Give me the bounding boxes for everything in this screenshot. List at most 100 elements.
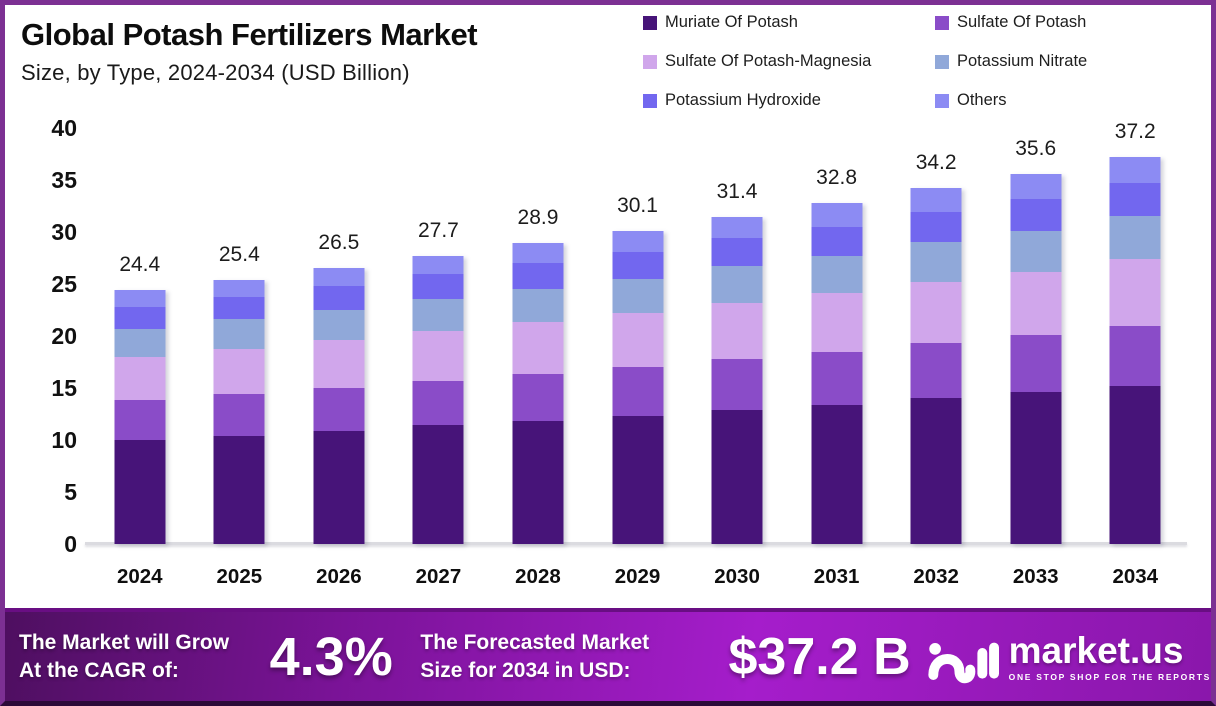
y-tick-label: 25	[51, 271, 77, 297]
x-tick-label: 2032	[913, 565, 959, 588]
legend-swatch	[643, 15, 657, 30]
legend-item: Potassium Hydroxide	[643, 91, 935, 110]
bar-column: 30.1	[588, 128, 688, 544]
x-tick-label: 2025	[216, 565, 263, 588]
brand-name: market.us	[1008, 629, 1184, 671]
stacked-bar	[1010, 173, 1062, 544]
bar-segment	[512, 421, 564, 544]
bar-total-label: 30.1	[617, 193, 658, 217]
bar-segment	[313, 430, 365, 544]
bar-segment	[213, 279, 265, 297]
bar-segment	[114, 400, 166, 440]
bar-column: 26.5	[289, 128, 389, 544]
page-subtitle: Size, by Type, 2024-2034 (USD Billion)	[21, 60, 410, 85]
page-title: Global Potash Fertilizers Market	[21, 17, 478, 52]
y-tick-label: 40	[51, 115, 77, 141]
legend-item: Potassium Nitrate	[935, 52, 1205, 71]
bar-segment	[711, 358, 763, 410]
chart-header: Global Potash Fertilizers Market Size, b…	[21, 17, 478, 86]
stacked-bar	[711, 217, 763, 544]
bar-segment	[1109, 216, 1161, 260]
bar-segment	[512, 289, 564, 323]
bar-segment	[1109, 259, 1161, 326]
bar-segment	[313, 268, 365, 287]
stacked-bar	[313, 268, 365, 544]
bar-segment	[910, 242, 962, 282]
legend-item: Others	[935, 91, 1205, 110]
bar-segment	[512, 374, 564, 422]
cagr-label-line1: The Market will Grow	[19, 630, 230, 654]
y-tick-label: 30	[51, 219, 77, 245]
legend-item: Muriate Of Potash	[643, 13, 935, 32]
bar-segment	[612, 251, 663, 279]
legend-label: Others	[957, 91, 1007, 109]
bar-segment	[612, 367, 663, 417]
marketus-logo-icon	[928, 642, 999, 683]
stacked-bar	[114, 290, 166, 544]
bar-segment	[213, 319, 265, 349]
y-axis: 0 5 10 15 20 25 30 35 40	[5, 115, 77, 557]
legend-swatch	[643, 93, 657, 108]
stacked-bar	[213, 279, 265, 544]
bar-total-label: 37.2	[1114, 120, 1156, 144]
legend-label: Sulfate Of Potash-Magnesia	[665, 52, 872, 70]
bar-segment	[213, 394, 265, 436]
legend-label: Potassium Hydroxide	[665, 91, 821, 109]
bar-segment	[811, 404, 863, 544]
footer-banner: The Market will Grow At the CAGR of: 4.3…	[5, 608, 1211, 701]
plot-area: 24.4 25.4 26.5 27.7 28.9 30.1 31.4 32.8 34.2 35.6…	[90, 120, 1185, 544]
bar-column: 32.8	[787, 128, 887, 544]
legend-label: Potassium Nitrate	[957, 52, 1088, 70]
x-tick-label: 2031	[813, 565, 860, 588]
cagr-label-line2: At the CAGR of:	[19, 658, 179, 682]
bar-segment	[910, 398, 962, 544]
legend-swatch	[935, 93, 949, 108]
legend-label: Sulfate Of Potash	[957, 13, 1087, 31]
bar-segment	[612, 231, 663, 252]
stacked-bar	[412, 255, 464, 544]
y-tick-label: 20	[51, 323, 77, 349]
bar-segment	[910, 343, 962, 399]
bar-segment	[1109, 157, 1161, 184]
x-tick-label: 2026	[316, 565, 362, 588]
forecast-label-line1: The Forecasted Market	[420, 630, 650, 654]
stacked-bar	[512, 243, 564, 544]
bar-segment	[412, 330, 464, 381]
chart-legend: Muriate Of Potash Sulfate Of Potash Sulfat…	[643, 13, 1205, 110]
x-tick-label: 2024	[116, 565, 163, 588]
bar-segment	[711, 266, 763, 303]
bar-segment	[114, 328, 166, 357]
bar-segment	[412, 380, 464, 426]
bar-segment	[1109, 183, 1161, 217]
bar-segment	[811, 351, 863, 405]
x-tick-label: 2029	[614, 565, 661, 588]
bar-total-label: 28.9	[517, 206, 559, 230]
y-tick-label: 35	[51, 167, 77, 193]
forecast-label: The Forecasted Market Size for 2034 in U…	[420, 629, 702, 684]
bar-segment	[910, 281, 962, 344]
brand-tagline: ONE STOP SHOP FOR THE REPORTS	[1008, 671, 1211, 682]
bar-total-label: 25.4	[218, 242, 260, 266]
legend-item: Sulfate Of Potash	[935, 13, 1205, 32]
bar-column: 25.4	[190, 128, 290, 544]
y-tick-label: 0	[64, 531, 77, 557]
bar-segment	[711, 409, 763, 544]
bar-segment	[811, 202, 863, 227]
bar-segment	[1010, 334, 1062, 393]
legend-item: Sulfate Of Potash-Magnesia	[643, 52, 935, 71]
x-tick-label: 2027	[415, 565, 462, 588]
forecast-label-line2: Size for 2034 in USD:	[420, 658, 631, 682]
bar-column: 27.7	[389, 128, 489, 544]
x-tick-label: 2030	[714, 565, 760, 588]
legend-swatch	[935, 54, 949, 69]
bar-segment	[1010, 271, 1062, 335]
bar-segment	[811, 255, 863, 294]
bar-total-label: 32.8	[816, 165, 858, 189]
bar-segment	[213, 435, 265, 544]
bar-segment	[1010, 173, 1062, 199]
stacked-bar	[612, 231, 663, 544]
cagr-label: The Market will Grow At the CAGR of:	[19, 629, 256, 684]
bar-segment	[1109, 385, 1161, 544]
bar-segment	[612, 278, 663, 314]
